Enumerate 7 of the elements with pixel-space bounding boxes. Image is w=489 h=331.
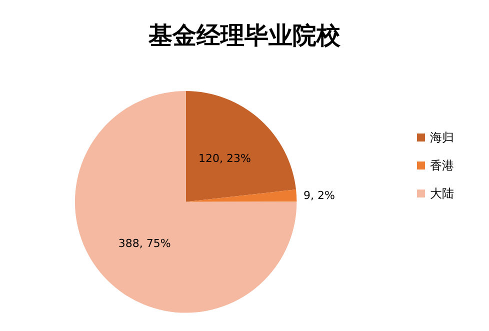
legend-label: 香港: [430, 158, 454, 172]
legend-label: 大陆: [430, 186, 454, 200]
legend-label: 海归: [430, 130, 454, 144]
chart-title: 基金经理毕业院校: [148, 20, 342, 50]
data-label: 9, 2%: [304, 188, 335, 202]
data-label: 120, 23%: [198, 152, 251, 165]
data-label: 388, 75%: [118, 236, 171, 250]
